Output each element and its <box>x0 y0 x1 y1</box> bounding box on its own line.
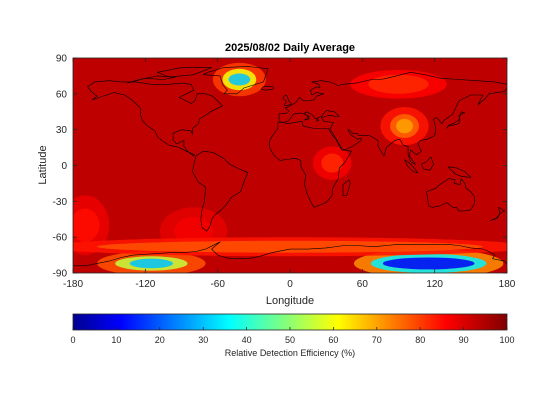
coastline-segment <box>269 121 352 208</box>
x-tick-label: -120 <box>135 279 155 290</box>
colorbar-tick-label: 50 <box>285 335 295 345</box>
chart-title: 2025/08/02 Daily Average <box>225 42 355 54</box>
coastline-segment <box>421 156 434 171</box>
heatmap-feature <box>212 62 266 97</box>
x-axis: -180 -120 -60 0 60 120 180 <box>63 58 516 290</box>
colorbar-tick-label: 0 <box>70 335 75 345</box>
x-tick-label: -60 <box>210 279 225 290</box>
heatmap-feature <box>380 106 429 146</box>
colorbar-tick-label: 100 <box>499 335 514 345</box>
coastline-segment <box>260 86 274 91</box>
coastline-segment <box>127 75 176 84</box>
y-tick-label: 0 <box>61 161 67 172</box>
colorbar-tick-label: 70 <box>372 335 382 345</box>
coastline-segment <box>202 66 269 95</box>
y-axis-title: Latitude <box>37 145 49 184</box>
x-tick-label: 180 <box>499 279 516 290</box>
coastline-segment <box>192 150 249 232</box>
colorbar-tick-label: 30 <box>198 335 208 345</box>
coastline-segment <box>490 207 505 221</box>
y-tick-label: 30 <box>56 125 68 136</box>
colorbar-tick-label: 90 <box>459 335 469 345</box>
coastline-segment <box>87 80 223 157</box>
colorbar-label: Relative Detection Efficiency (%) <box>225 348 355 358</box>
heatmap-feature <box>73 237 507 257</box>
heatmap-feature <box>73 195 110 256</box>
x-tick-label: -180 <box>63 279 83 290</box>
coastline-segment <box>447 166 472 178</box>
colorbar-tick-label: 80 <box>415 335 425 345</box>
colorbar-ticks: 0 10 20 30 40 50 60 70 80 90 100 <box>70 327 515 345</box>
coastline-segment <box>278 72 507 165</box>
map-plot-area <box>72 57 508 274</box>
y-tick-label: -90 <box>53 269 68 280</box>
colorbar: 0 10 20 30 40 50 60 70 80 90 100 Relative Detectio… <box>70 313 515 358</box>
colorbar-tick-label: 10 <box>111 335 121 345</box>
x-tick-label: 0 <box>287 279 293 290</box>
colorbar-tick-label: 20 <box>155 335 165 345</box>
coastline-segment <box>73 241 507 267</box>
coastline-segment <box>282 94 292 107</box>
heatmap-background <box>73 58 507 273</box>
y-tick-label: -30 <box>53 197 68 208</box>
y-axis: 90 60 30 0 -30 -60 -90 <box>53 54 507 280</box>
coastline-segment <box>404 159 419 173</box>
x-axis-title: Longitude <box>266 295 314 307</box>
x-tick-label: 60 <box>357 279 369 290</box>
coastline-segment <box>342 179 351 196</box>
y-tick-label: 90 <box>56 54 68 65</box>
colorbar-tick-label: 60 <box>328 335 338 345</box>
heatmap-feature <box>350 69 447 99</box>
y-tick-label: 60 <box>56 89 68 100</box>
heatmap-feature <box>312 146 352 180</box>
y-tick-label: -60 <box>53 233 68 244</box>
x-tick-label: 120 <box>426 279 443 290</box>
coastlines <box>73 66 507 267</box>
coastline-segment <box>425 178 475 212</box>
coastline-segment <box>446 111 466 129</box>
colorbar-tick-label: 40 <box>242 335 252 345</box>
